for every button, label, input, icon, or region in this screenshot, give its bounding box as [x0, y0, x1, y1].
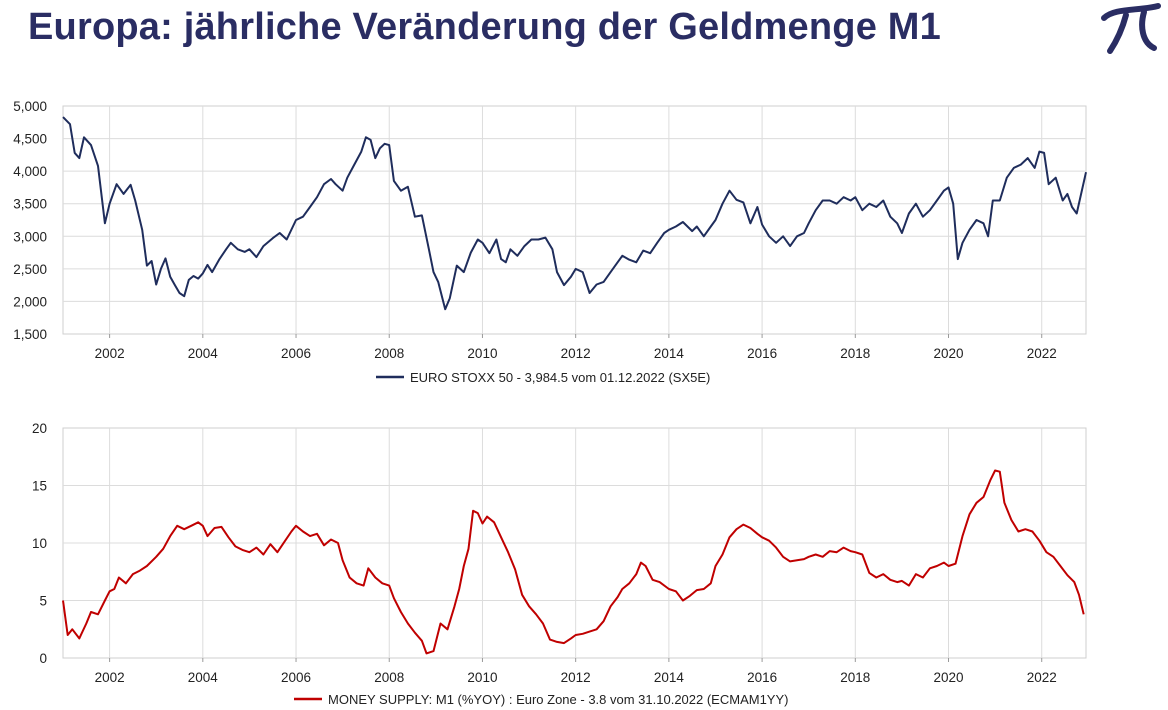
chart-0-x-tick-label: 2002: [95, 346, 125, 361]
chart-0-y-tick-label: 2,500: [13, 262, 47, 277]
chart-0-x-tick-label: 2018: [840, 346, 870, 361]
chart-1-y-tick-label: 5: [39, 594, 47, 609]
chart-1-x-tick-label: 2002: [95, 670, 125, 685]
chart-0-x-tick-label: 2008: [374, 346, 404, 361]
chart-1-y-tick-label: 20: [32, 421, 47, 436]
chart-0-legend-label: EURO STOXX 50 - 3,984.5 vom 01.12.2022 (…: [410, 370, 710, 385]
chart-1-x-tick-label: 2004: [188, 670, 219, 685]
chart-1-x-tick-label: 2016: [747, 670, 777, 685]
chart-0-y-tick-label: 3,000: [13, 229, 47, 244]
chart-1-x-tick-label: 2008: [374, 670, 404, 685]
chart-1-x-tick-label: 2022: [1027, 670, 1057, 685]
chart-1-x-tick-label: 2018: [840, 670, 870, 685]
chart-0-y-tick-label: 4,500: [13, 132, 47, 147]
chart-1-x-tick-label: 2012: [561, 670, 591, 685]
chart-0-y-tick-label: 2,000: [13, 294, 47, 309]
pi-icon: [1101, 3, 1161, 54]
chart-0-x-tick-label: 2010: [467, 346, 497, 361]
chart-1-y-tick-label: 15: [32, 479, 47, 494]
chart-1-series-line: [62, 469, 1085, 655]
chart-1-x-tick-label: 2014: [654, 670, 685, 685]
chart-0-y-tick-label: 3,500: [13, 197, 47, 212]
chart-0-y-tick-label: 5,000: [13, 99, 47, 114]
chart-1-x-tick-label: 2020: [933, 670, 963, 685]
chart-0-x-tick-label: 2004: [188, 346, 219, 361]
chart-1-x-tick-label: 2010: [467, 670, 497, 685]
chart-0-y-tick-label: 4,000: [13, 164, 47, 179]
chart-0-series-line: [62, 116, 1087, 311]
chart-0-x-tick-label: 2020: [933, 346, 963, 361]
chart-0-frame: [62, 105, 1087, 335]
chart-1-x-tick-label: 2006: [281, 670, 311, 685]
chart-money-supply: 20 15 10 5 0 2002 2004 2006 2008 2010 2012 2014 2016…: [32, 421, 1087, 707]
chart-0-x-tick-label: 2016: [747, 346, 777, 361]
chart-0-x-tick-label: 2014: [654, 346, 685, 361]
chart-1-legend-label: MONEY SUPPLY: M1 (%YOY) : Euro Zone - 3.…: [328, 692, 788, 707]
chart-0-x-tick-label: 2006: [281, 346, 311, 361]
chart-1-y-tick-label: 10: [32, 536, 47, 551]
chart-0-y-tick-label: 1,500: [13, 327, 47, 342]
chart-euro-stoxx: 5,000 4,500 4,000 3,500 3,000 2,500 2,000 1,500…: [13, 99, 1087, 385]
page-title: Europa: jährliche Veränderung der Geldme…: [28, 6, 941, 48]
chart-1-y-tick-label: 0: [39, 651, 47, 666]
chart-0-x-tick-label: 2022: [1027, 346, 1057, 361]
chart-0-x-tick-label: 2012: [561, 346, 591, 361]
